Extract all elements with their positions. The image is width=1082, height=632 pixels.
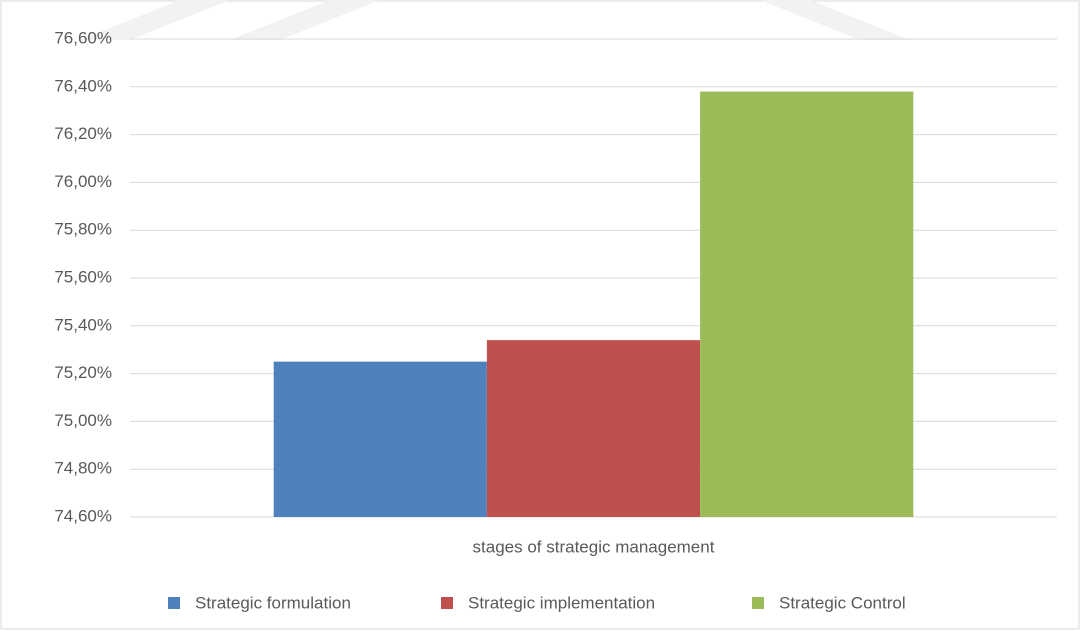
- bar: [486, 340, 701, 517]
- y-tick-label: 75,60%: [54, 267, 112, 286]
- y-tick-label: 76,00%: [54, 172, 112, 191]
- legend-swatch: [168, 597, 180, 609]
- bar: [273, 361, 487, 517]
- y-tick-label: 74,80%: [54, 459, 112, 478]
- watermark: [760, 0, 910, 40]
- watermark: [80, 0, 230, 40]
- legend-label: Strategic implementation: [468, 593, 655, 612]
- y-tick-label: 76,20%: [54, 124, 112, 143]
- legend-label: Strategic formulation: [195, 593, 351, 612]
- x-tick-label: stages of strategic management: [473, 537, 715, 556]
- legend-label: Strategic Control: [779, 593, 906, 612]
- legend-swatch: [441, 597, 453, 609]
- y-tick-label: 75,20%: [54, 363, 112, 382]
- y-tick-label: 76,40%: [54, 76, 112, 95]
- y-tick-label: 75,80%: [54, 220, 112, 239]
- watermark: [230, 0, 380, 40]
- y-tick-label: 75,40%: [54, 315, 112, 334]
- y-tick-label: 76,60%: [54, 28, 112, 47]
- y-tick-label: 74,60%: [54, 506, 112, 525]
- y-tick-label: 75,00%: [54, 411, 112, 430]
- bar: [700, 91, 914, 517]
- legend-swatch: [752, 597, 764, 609]
